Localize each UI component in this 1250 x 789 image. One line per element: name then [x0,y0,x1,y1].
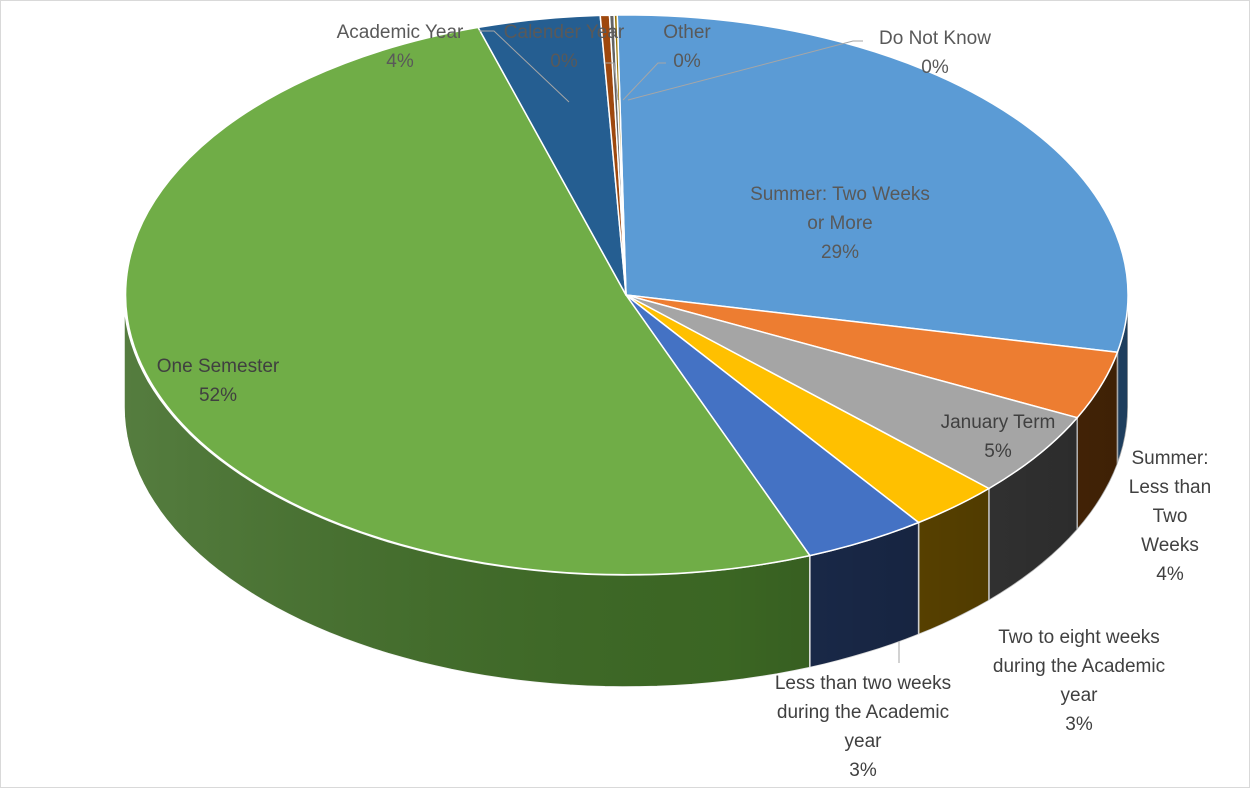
percent-label: 3% [1065,714,1093,735]
category-label: Other [663,22,711,43]
label-do-not-know: Do Not Know 0% [879,28,991,78]
category-label: year [1061,685,1099,706]
label-one-semester: One Semester 52% [157,356,280,406]
category-label: Calender Year [504,22,625,43]
label-calender-year: Calender Year 0% [504,22,625,72]
percent-label: 4% [1156,564,1184,585]
percent-label: 0% [921,57,949,78]
slice-do-not-know[interactable] [613,14,627,296]
percent-label: 0% [673,51,701,72]
slice-january-term[interactable] [625,294,1078,490]
slice-summer-two-weeks-or-more[interactable] [616,14,1129,354]
category-label: One Semester [157,356,280,377]
category-label: January Term [941,412,1056,433]
label-other: Other 0% [663,22,711,72]
label-summer-two-weeks-or-more: Summer: Two Weeks or More 29% [750,184,930,263]
category-label: Two [1153,506,1188,527]
leader-line-other [622,62,666,101]
leader-lines [479,30,900,663]
leader-line-do-not-know [627,40,863,101]
category-label: during the Academic [993,656,1165,677]
label-summer-less-than-two-weeks: Summer: Less than Two Weeks 4% [1129,448,1211,585]
percent-label: 0% [550,51,578,72]
category-label: Less than two weeks [775,673,951,694]
category-label: Summer: Two Weeks [750,184,930,205]
data-labels: Summer: Two Weeks or More 29% Summer: Less t… [157,22,1211,781]
label-january-term: January Term 5% [941,412,1056,462]
category-label: Academic Year [337,22,464,43]
category-label: Less than [1129,477,1211,498]
label-two-to-eight-weeks-during-the-academic-year: Two to eight weeks during the Academic yea… [993,627,1165,735]
category-label: Do Not Know [879,28,991,49]
percent-label: 5% [984,441,1012,462]
percent-label: 3% [849,760,877,781]
label-academic-year: Academic Year 4% [337,22,464,72]
category-label: year [845,731,883,752]
category-label: Two to eight weeks [998,627,1160,648]
slice-one-semester[interactable] [124,26,811,576]
category-label: Weeks [1141,535,1199,556]
category-label: during the Academic [777,702,949,723]
label-less-than-two-weeks-during-the-academic-year: Less than two weeks during the Academic ye… [775,673,951,781]
leader-line-academic-year [479,30,570,103]
pie-top-faces [124,14,1129,576]
percent-label: 4% [386,51,414,72]
percent-label: 52% [199,385,237,406]
leader-line-calender-year [605,62,619,101]
category-label: Summer: [1131,448,1208,469]
percent-label: 29% [821,242,859,263]
category-label: or More [807,213,872,234]
